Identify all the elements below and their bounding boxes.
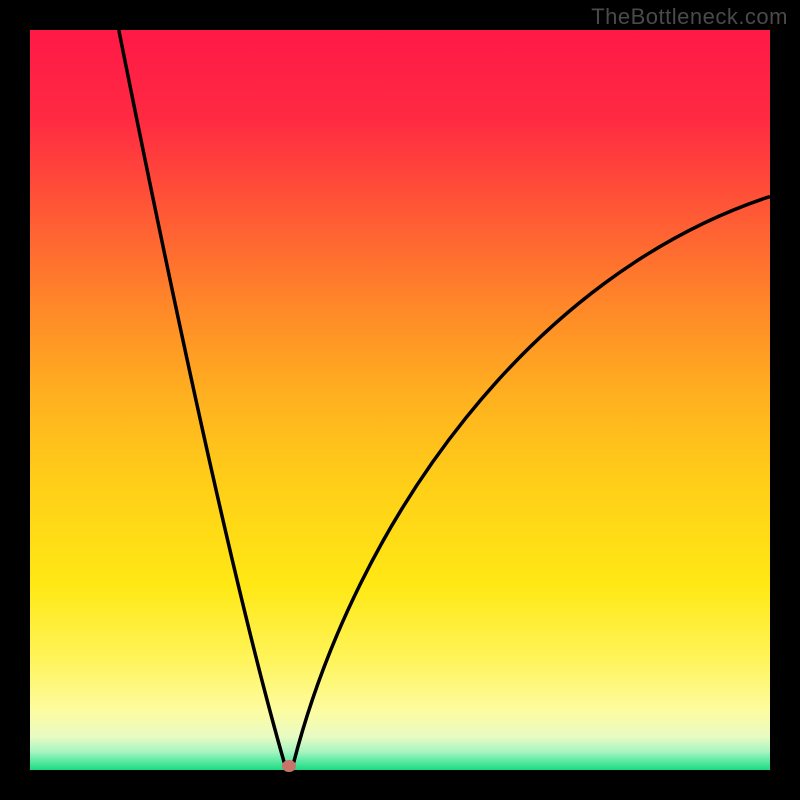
- curve-left-branch: [119, 30, 285, 766]
- plot-area: [30, 30, 770, 770]
- curve-right-branch: [293, 197, 770, 767]
- optimum-marker: [282, 760, 296, 772]
- watermark-text: TheBottleneck.com: [591, 4, 788, 30]
- bottleneck-curve: [30, 30, 770, 770]
